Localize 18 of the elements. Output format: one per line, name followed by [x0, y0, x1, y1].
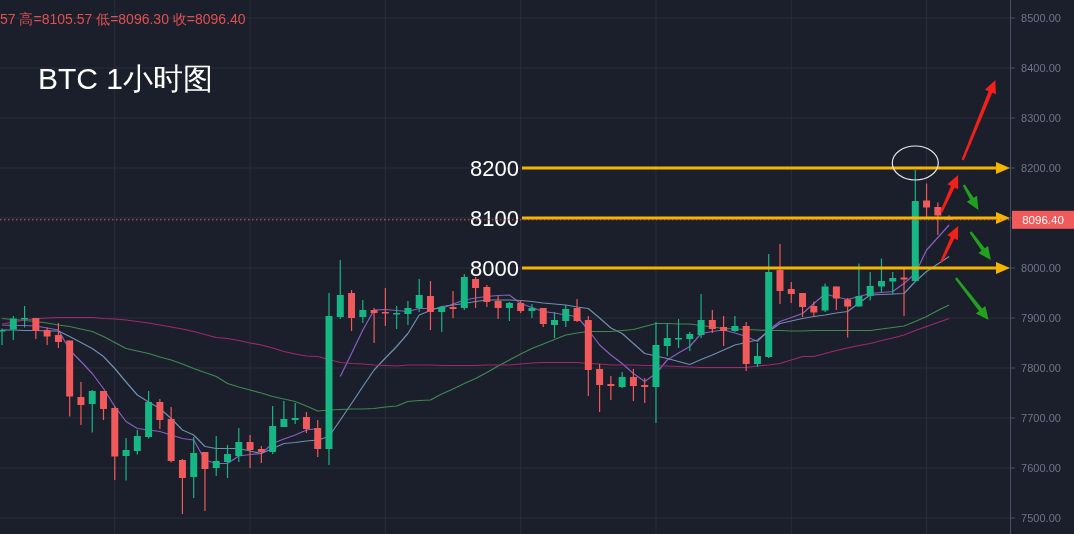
line-series: [1, 304, 950, 412]
text: BTC 1小时图: [38, 62, 214, 95]
y-tick-label: 7900.00: [1021, 312, 1061, 324]
y-tick-label: 8200.00: [1021, 162, 1061, 174]
line-series: [1, 316, 950, 369]
y-tick-label: 7600.00: [1021, 462, 1061, 474]
y-tick-label: 8500.00: [1021, 12, 1061, 24]
y-tick-label: 8300.00: [1021, 112, 1061, 124]
y-tick-label: 7800.00: [1021, 362, 1061, 374]
ref-line-label: 8096.40: [1022, 214, 1064, 227]
y-tick-label: 8400.00: [1021, 62, 1061, 74]
y-tick-label: 7500.00: [1021, 512, 1061, 524]
ref-line-label: 8000: [470, 256, 519, 281]
annotation: 57 高=8105.57 低=8096.30 收=8096.40: [0, 11, 246, 27]
y-tick-label: 8000.00: [1021, 262, 1061, 274]
y-tick-label: 7700.00: [1021, 412, 1061, 424]
ref-line-label: 8200: [470, 156, 519, 181]
ref-line-label: 8100: [470, 206, 519, 231]
